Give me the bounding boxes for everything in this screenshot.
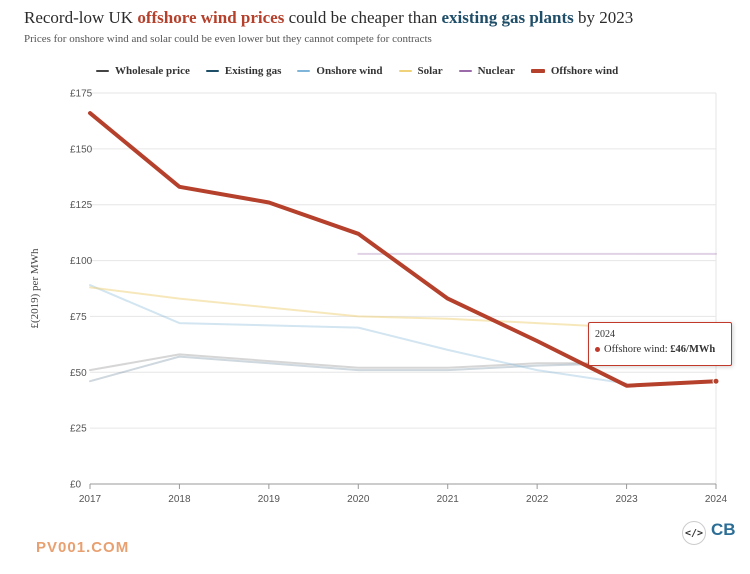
legend-label: Solar	[417, 65, 443, 77]
y-tick-label: £50	[70, 368, 87, 379]
tooltip-dot-icon	[595, 347, 600, 353]
title-highlight-gas: existing gas plants	[441, 8, 574, 27]
legend-item-existing-gas[interactable]: Existing gas	[205, 65, 282, 77]
title-part-1: Record-low UK	[24, 8, 138, 27]
y-tick-label: £100	[70, 256, 93, 267]
legend-item-offshore-wind[interactable]: Offshore wind	[530, 65, 619, 77]
legend-item-wholesale-price[interactable]: Wholesale price	[96, 65, 190, 77]
x-tick-label: 2018	[168, 494, 191, 505]
legend-label: Nuclear	[477, 65, 515, 77]
legend-swatch	[297, 70, 311, 72]
legend-swatch	[398, 70, 412, 72]
y-tick-label: £175	[70, 89, 93, 100]
legend-swatch	[96, 70, 109, 72]
tooltip-value: £46/MWh	[670, 344, 716, 355]
legend-swatch	[458, 70, 472, 72]
chart-subtitle: Prices for onshore wind and solar could …	[24, 33, 432, 45]
y-tick-label: £0	[70, 480, 82, 491]
legend-item-nuclear[interactable]: Nuclear	[458, 65, 515, 77]
x-tick-label: 2023	[615, 494, 638, 505]
markers	[712, 377, 720, 385]
x-tick-label: 2024	[705, 494, 728, 505]
series-line-solar[interactable]	[89, 286, 628, 329]
watermark: PV001.COM	[36, 539, 130, 556]
x-tick-label: 2022	[526, 494, 549, 505]
carbon-brief-logo: CB	[711, 520, 736, 539]
series-lines	[88, 111, 718, 388]
embed-code-icon[interactable]: </>	[682, 521, 706, 545]
series-line-onshore-wind[interactable]	[89, 284, 628, 385]
legend-item-solar[interactable]: Solar	[398, 65, 443, 77]
y-tick-label: £150	[70, 144, 93, 155]
y-tick-label: £25	[70, 424, 87, 435]
tooltip: 2024 Offshore wind: £46/MWh	[588, 322, 732, 366]
legend: Wholesale price Existing gas Onshore wind S…	[96, 63, 618, 79]
legend-swatch	[530, 69, 545, 73]
legend-label: Wholesale price	[115, 65, 190, 77]
tooltip-label: Offshore wind:	[604, 344, 671, 355]
title-highlight-offshore: offshore wind prices	[137, 8, 285, 27]
grid	[90, 92, 717, 485]
x-tick-label: 2021	[437, 494, 460, 505]
axes: £0 £25 £50 £75 £100 £125 £150 £175 2017 2018 2019 2…	[29, 89, 728, 506]
y-tick-label: £75	[70, 312, 87, 323]
series-line-offshore-wind[interactable]	[88, 111, 718, 388]
series-line-wholesale-price[interactable]	[89, 353, 628, 372]
x-tick-label: 2019	[258, 494, 281, 505]
legend-item-onshore-wind[interactable]: Onshore wind	[297, 65, 383, 77]
tooltip-x: 2024	[595, 329, 615, 340]
legend-label: Offshore wind	[550, 65, 619, 77]
y-axis-title: £(2019) per MWh	[29, 248, 41, 329]
title-part-5: by 2023	[573, 8, 634, 27]
chart-title: Record-low UK offshore wind prices could…	[24, 7, 744, 29]
x-tick-label: 2017	[79, 494, 102, 505]
title-part-3: could be cheaper than	[284, 8, 442, 27]
y-tick-label: £125	[70, 200, 93, 211]
legend-label: Existing gas	[224, 65, 282, 77]
legend-label: Onshore wind	[316, 65, 383, 77]
legend-swatch	[205, 70, 219, 72]
series-line-existing-gas[interactable]	[89, 355, 628, 383]
x-tick-label: 2020	[347, 494, 370, 505]
tooltip-row: Offshore wind: £46/MWh	[595, 344, 725, 355]
highlight-point[interactable]	[712, 377, 720, 385]
